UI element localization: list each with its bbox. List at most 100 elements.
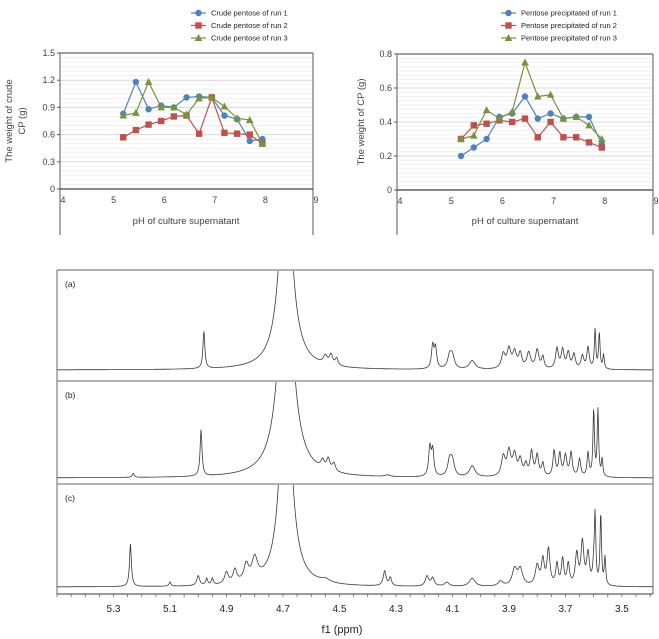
data-point (572, 112, 580, 120)
x-tick-label: 5 (111, 195, 116, 205)
data-point (560, 134, 567, 141)
y-tick-label: 0.6 (379, 83, 392, 93)
data-point (170, 113, 178, 120)
data-point (573, 134, 580, 141)
precip-chart-tick-labels: 0 0.2 0.4 0.6 0.8 4 5 6 7 8 9 (379, 49, 658, 206)
data-point (132, 108, 140, 116)
data-point (483, 120, 490, 127)
data-point (132, 126, 140, 134)
legend-marker-3 (194, 34, 203, 41)
crude-chart-axes (57, 52, 314, 235)
data-point (483, 135, 490, 143)
x-tick-label: 6 (162, 195, 167, 205)
data-point (457, 152, 465, 160)
data-point (470, 144, 477, 151)
precip-chart-legend: Pentose precipitated of run 1 Pentose pre… (501, 9, 617, 43)
data-point (170, 103, 178, 111)
series-line-1 (122, 80, 263, 142)
nmr-spectra: (a) (b) (c) 5.3 5.1 4.9 4.7 4.5 4.3 4.1 3.9 3.7 3.5… (56, 269, 654, 636)
data-point (495, 114, 504, 122)
nmr-tick-label: 3.5 (615, 604, 629, 615)
data-point (233, 130, 241, 137)
legend-label-3: Crude pentose of run 3 (211, 34, 288, 43)
data-point (509, 118, 516, 126)
data-point (182, 110, 191, 118)
data-point (534, 92, 542, 100)
data-point (546, 90, 555, 98)
data-point (195, 94, 203, 102)
nmr-panels: (a) (b) (c) (56, 269, 654, 594)
nmr-xlabel: f1 (ppm) (322, 624, 363, 636)
legend-label-1: Pentose precipitated of run 1 (521, 9, 617, 18)
data-point (457, 135, 465, 142)
x-tick-label: 6 (500, 196, 505, 206)
nmr-tick-label: 4.7 (276, 604, 290, 615)
data-point (258, 139, 267, 147)
data-point (120, 134, 127, 141)
data-point (585, 113, 593, 121)
nmr-tick-label: 4.9 (220, 604, 234, 615)
data-point (183, 94, 190, 101)
data-point (598, 144, 605, 151)
data-point (521, 93, 529, 100)
crude-chart-ylabel-line2: CP (g) (17, 107, 28, 134)
nmr-tick-label: 5.1 (163, 604, 177, 615)
crude-chart-series (119, 78, 267, 147)
data-point (119, 111, 128, 119)
nmr-tick-label: 5.3 (107, 604, 121, 615)
y-tick-label: 0.6 (42, 130, 55, 140)
legend-label-2: Pentose precipitated of run 2 (521, 21, 617, 30)
nmr-tick-label: 3.7 (558, 604, 572, 615)
data-point (559, 114, 568, 122)
spectrum-trace-a (57, 271, 653, 371)
x-tick-label: 4 (397, 196, 402, 206)
nmr-tick-label: 4.1 (445, 604, 459, 615)
panel-label-c: (c) (65, 493, 75, 503)
data-point (220, 102, 229, 110)
nmr-tick-label: 3.9 (502, 604, 516, 615)
data-point (547, 118, 554, 126)
crude-chart-tick-labels: 0 0.3 0.6 0.9 1.2 1.5 4 5 6 7 8 9 (42, 48, 318, 205)
x-tick-label: 9 (653, 196, 658, 206)
precip-chart-axes (394, 53, 654, 235)
data-point (246, 131, 253, 138)
y-tick-label: 0.9 (42, 102, 55, 112)
data-point (195, 130, 203, 137)
data-point (246, 137, 253, 145)
y-tick-label: 1.5 (42, 48, 55, 58)
data-point (598, 135, 606, 142)
x-tick-label: 7 (212, 195, 217, 205)
precip-chart-xlabel: pH of culture supernatant (472, 216, 579, 227)
y-tick-label: 0.8 (379, 49, 392, 59)
y-tick-label: 0 (50, 184, 55, 194)
x-tick-label: 9 (313, 195, 318, 205)
legend-marker-1 (195, 9, 202, 17)
precip-chart-series (457, 58, 606, 160)
x-tick-label: 4 (60, 195, 65, 205)
legend-label-2: Crude pentose of run 2 (211, 21, 288, 30)
spectrum-trace-c (57, 485, 653, 588)
crude-pentose-chart: 0 0.3 0.6 0.9 1.2 1.5 4 5 6 7 8 9 Crude pentose of … (4, 9, 319, 235)
data-point (534, 134, 541, 141)
data-point (221, 129, 228, 136)
legend-marker-1 (505, 9, 512, 17)
legend-label-3: Pentose precipitated of run 3 (521, 34, 617, 43)
data-point (233, 114, 241, 122)
data-point (521, 115, 529, 122)
legend-marker-2 (505, 22, 512, 29)
y-tick-label: 0.3 (42, 157, 55, 167)
data-point (245, 116, 254, 124)
y-tick-label: 0.2 (379, 151, 392, 161)
legend-marker-2 (195, 22, 202, 29)
y-tick-label: 0 (387, 185, 392, 195)
nmr-tick-label: 4.3 (389, 604, 403, 615)
data-point (470, 131, 478, 139)
data-point (145, 121, 152, 128)
y-tick-label: 1.2 (42, 75, 55, 85)
data-point (132, 78, 140, 86)
legend-label-1: Crude pentose of run 1 (211, 9, 288, 18)
data-point (145, 106, 152, 113)
panel-label-b: (b) (65, 390, 76, 400)
data-point (482, 106, 491, 114)
precip-chart-gridlines (397, 53, 653, 187)
